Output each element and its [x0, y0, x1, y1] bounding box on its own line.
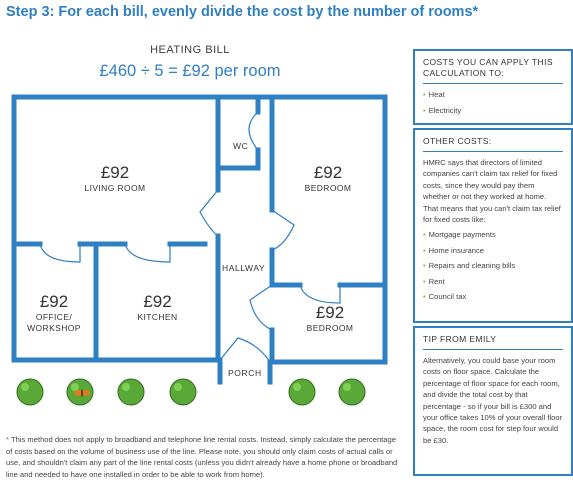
bullet-icon: • — [423, 105, 426, 115]
room-bedroom-1: £92 BEDROOM — [283, 163, 373, 194]
room-name: BEDROOM — [306, 323, 354, 333]
list-item: • Council tax — [423, 292, 467, 302]
butterfly-icon — [74, 389, 90, 397]
bullet-icon: • — [423, 261, 426, 271]
room-living-room: £92 LIVING ROOM — [70, 163, 160, 194]
room-bedroom-2: £92 BEDROOM — [285, 303, 375, 334]
area-wc: WC — [233, 141, 249, 151]
applicable-costs-list: • Heat • Electricity — [423, 89, 563, 116]
list-item: • Repairs and cleaning bills — [423, 261, 516, 271]
bush-highlights — [21, 383, 351, 391]
bullet-icon: • — [423, 90, 426, 99]
walls — [11, 94, 388, 385]
room-name: WORKSHOP — [27, 323, 81, 333]
panel-body: HMRC says that directors of limited comp… — [423, 158, 561, 225]
bullet-icon: • — [423, 245, 426, 255]
room-cost: £92 — [313, 163, 343, 182]
bush-icon — [169, 378, 197, 406]
panel-applicable-costs: COSTS YOU CAN APPLY THIS CALCULATION TO:… — [413, 49, 573, 125]
panel-body: Alternatively, you could base your room … — [423, 356, 563, 445]
room-cost: £92 — [39, 292, 69, 311]
footnote-marker: * — [6, 435, 9, 444]
room-name: KITCHEN — [137, 312, 178, 322]
bush-icon — [16, 378, 44, 406]
panel-heading: OTHER COSTS: — [423, 136, 492, 146]
room-name: LIVING ROOM — [84, 183, 146, 193]
room-cost: £92 — [315, 303, 345, 322]
list-item: • Rent — [423, 276, 445, 286]
room-cost: £92 — [143, 292, 172, 311]
heating-bill-formula: £460 ÷ 5 = £92 per room — [99, 62, 281, 80]
other-costs-list: • Mortgage payments • Home insurance • Repa… — [423, 229, 563, 302]
door-swings — [39, 111, 341, 363]
page-title: Step 3: For each bill, evenly divide the… — [6, 4, 479, 20]
bullet-icon: • — [423, 292, 426, 302]
panel-other-costs: OTHER COSTS: HMRC says that directors of… — [413, 128, 573, 323]
room-name: OFFICE/ — [35, 312, 73, 322]
area-hallway: HALLWAY — [222, 263, 266, 273]
panel-tip: TIP FROM EMILY Alternatively, you could … — [413, 326, 573, 476]
room-name: BEDROOM — [304, 183, 352, 193]
list-item: • Mortgage payments — [423, 230, 496, 240]
bushes — [16, 378, 366, 406]
divider — [423, 151, 563, 152]
divider — [423, 83, 563, 84]
bullet-icon: • — [423, 230, 426, 240]
bullet-icon: • — [423, 276, 426, 286]
footnote: * This method does not apply to broadban… — [6, 434, 401, 480]
list-item: • Heat — [423, 90, 445, 99]
heating-bill-label: HEATING BILL — [150, 44, 230, 56]
list-item: • Electricity — [423, 105, 462, 115]
bush-icon — [288, 378, 316, 406]
bush-icon — [117, 378, 145, 406]
bush-icon — [338, 378, 366, 406]
list-item: • Home insurance — [423, 245, 484, 255]
area-porch: PORCH — [228, 368, 262, 378]
footnote-text: This method does not apply to broadband … — [6, 435, 398, 479]
panel-heading: TIP FROM EMILY — [423, 334, 497, 344]
divider — [423, 349, 563, 350]
room-office: £92 OFFICE/ WORKSHOP — [14, 292, 94, 334]
room-cost: £92 — [100, 163, 130, 182]
room-kitchen: £92 KITCHEN — [110, 292, 205, 323]
panel-heading: COSTS YOU CAN APPLY THIS CALCULATION TO: — [423, 57, 553, 78]
